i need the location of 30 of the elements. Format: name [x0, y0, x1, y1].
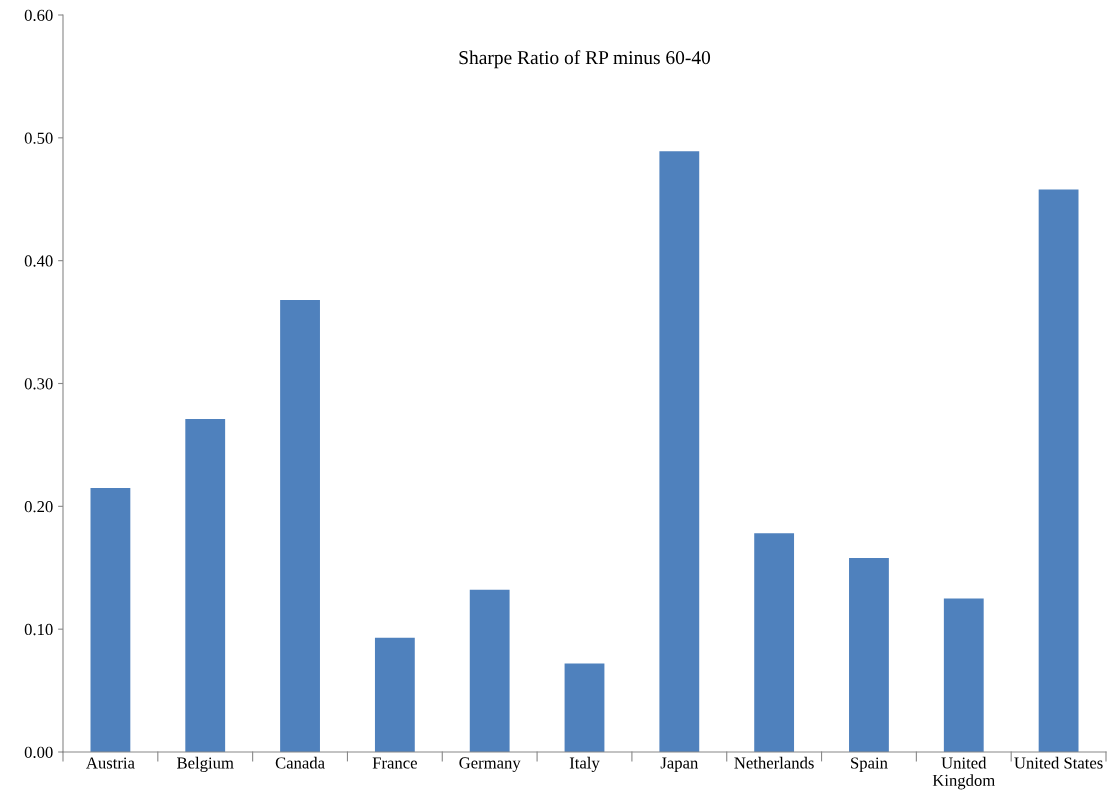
bar	[659, 151, 700, 752]
text: Sharpe Ratio of RP minus 60-40	[459, 50, 711, 69]
bar	[943, 598, 984, 752]
x-tick-label: Germany	[459, 757, 521, 772]
x-tick-label: Japan	[660, 757, 699, 772]
x-tick-label: United States	[1014, 756, 1103, 769]
bar	[849, 557, 889, 752]
y-tick-label: 0.00	[24, 746, 53, 759]
y-tick-label: 0.40	[24, 255, 53, 267]
bar	[469, 589, 510, 752]
y-tick-label: 0.50	[24, 132, 53, 144]
x-tick-label: France	[372, 757, 417, 769]
y-tick-label: 0.30	[24, 378, 53, 390]
x-tick-label: Canada	[275, 756, 325, 769]
bar	[374, 637, 415, 752]
bar	[90, 487, 131, 752]
x-tick-label: Netherlands	[734, 756, 814, 769]
bar	[185, 419, 226, 752]
y-tick-label: 0.20	[24, 501, 53, 513]
bar	[754, 533, 795, 752]
y-tick-label: 0.60	[24, 9, 53, 22]
bar	[1038, 189, 1079, 752]
bar	[280, 299, 320, 752]
bar	[564, 663, 605, 752]
x-tick-label: Italy	[569, 756, 600, 773]
x-tick-label: Austria	[86, 757, 135, 769]
y-tick-label: 0.10	[24, 623, 53, 636]
x-tick-label: Belgium	[177, 756, 234, 773]
x-tick-label: Spain	[851, 757, 888, 772]
x-tick-label: United Kingdom	[932, 756, 995, 790]
